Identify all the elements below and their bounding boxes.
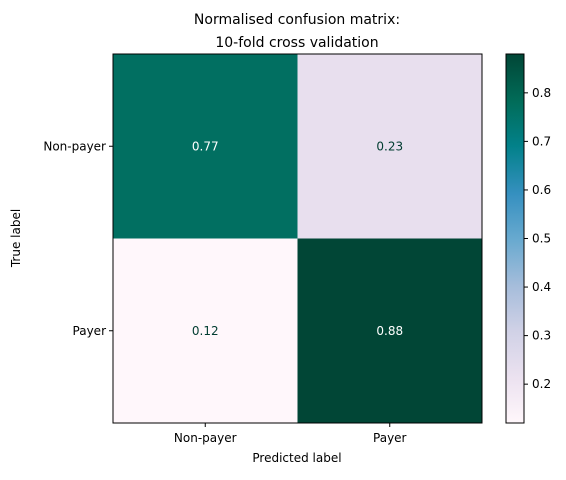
x-tick-label: Non-payer — [174, 431, 237, 445]
matrix-cell — [113, 238, 298, 423]
matrix-cells — [113, 54, 482, 423]
colorbar-ticks: 0.2 0.3 0.4 0.5 0.6 0.7 0.8 — [524, 86, 551, 391]
y-tick-label: Payer — [73, 324, 107, 338]
y-axis-ticks: Non-payer Payer — [43, 139, 113, 338]
matrix-cell-value: 0.23 — [376, 139, 403, 153]
colorbar-tick-label: 0.2 — [532, 377, 551, 391]
chart-title-line-2: 10-fold cross validation — [215, 35, 378, 51]
colorbar-tick-label: 0.3 — [532, 329, 551, 343]
y-axis-label: True label — [9, 209, 23, 268]
y-tick-label: Non-payer — [43, 139, 106, 153]
colorbar-tick-label: 0.7 — [532, 134, 551, 148]
matrix-cell-value: 0.77 — [192, 139, 219, 153]
colorbar-tick-label: 0.5 — [532, 232, 551, 246]
x-axis-ticks: Non-payer Payer — [174, 423, 407, 445]
colorbar-tick-label: 0.6 — [532, 183, 551, 197]
chart-title-line-1: Normalised confusion matrix: — [194, 12, 400, 28]
matrix-cell — [113, 54, 298, 239]
matrix-cell — [297, 238, 482, 423]
matrix-frame — [112, 53, 483, 424]
matrix-cell-value: 0.88 — [376, 324, 403, 338]
colorbar-tick-label: 0.8 — [532, 86, 551, 100]
matrix-cell-value: 0.12 — [192, 324, 219, 338]
x-tick-label: Payer — [373, 431, 407, 445]
x-axis-label: Predicted label — [252, 451, 341, 465]
colorbar — [505, 53, 525, 424]
colorbar-tick-label: 0.4 — [532, 280, 551, 294]
matrix-cell — [297, 54, 482, 239]
matrix-cell-labels: 0.77 0.23 0.12 0.88 — [192, 139, 403, 338]
